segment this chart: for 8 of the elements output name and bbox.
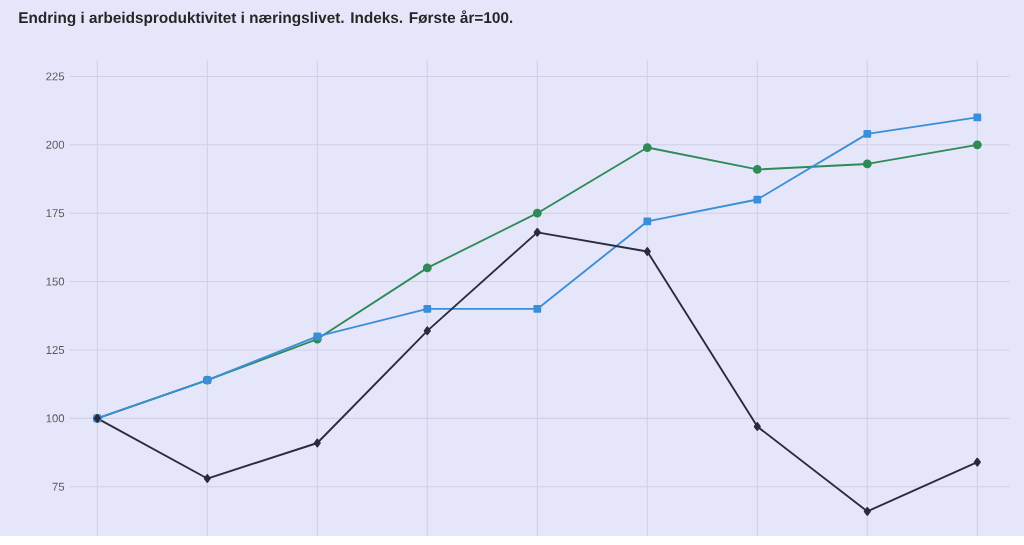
y-tick-label: 200 — [46, 140, 65, 149]
y-tick-label: 75 — [52, 482, 65, 491]
y-tick-label: 150 — [46, 277, 65, 286]
y-tick-label: 100 — [46, 414, 65, 423]
y-tick-label: 125 — [46, 345, 65, 354]
y-tick-label: 175 — [46, 209, 65, 218]
y-tick-label: 225 — [46, 72, 65, 81]
chart-title: Endring i arbeidsproduktivitet i næringslivet. Indeks. Første år=100. — [19, 10, 513, 27]
